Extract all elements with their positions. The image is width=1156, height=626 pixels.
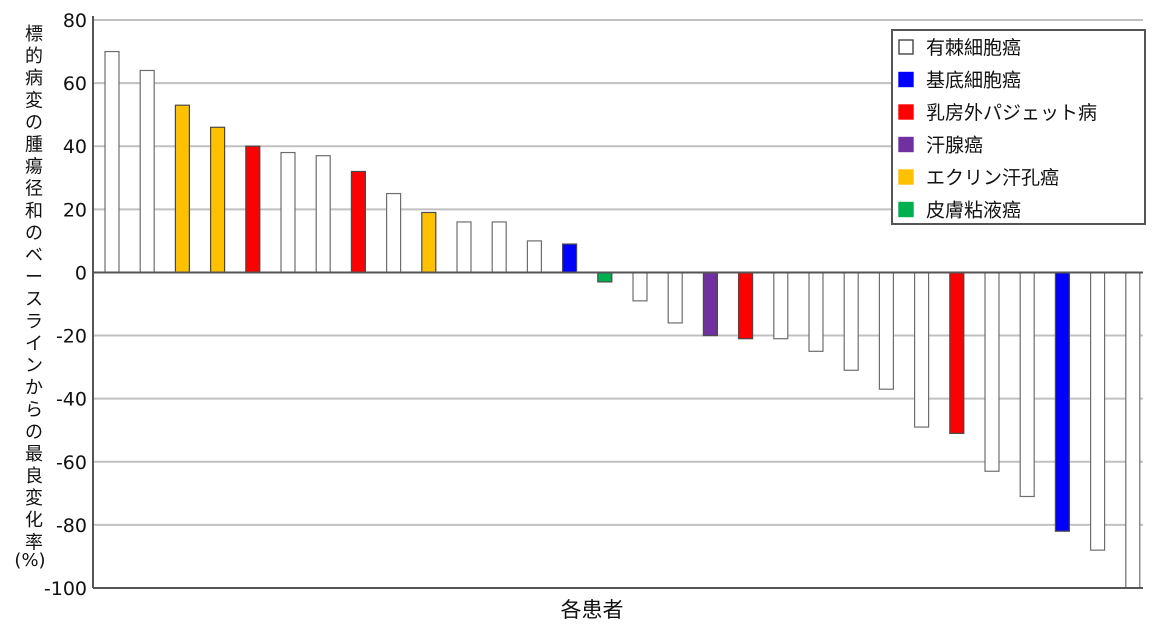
bar-17 [667, 271, 683, 324]
bar-1 [104, 50, 120, 274]
bar-19 [737, 271, 754, 340]
legend-label: エクリン汗孔癌 [926, 167, 1059, 189]
bar-2 [139, 69, 155, 274]
legend-swatch [898, 104, 914, 120]
bar-24 [913, 271, 930, 428]
bar-8 [350, 170, 366, 274]
legend-swatch [898, 169, 914, 185]
bar-9 [386, 192, 402, 274]
bar-18 [702, 271, 719, 337]
bar-3 [174, 104, 190, 274]
y-tick-label: 40 [63, 136, 87, 158]
bar-28 [1054, 271, 1071, 532]
y-tick-label: -40 [56, 389, 87, 411]
bar-27 [1019, 271, 1035, 498]
bar-16 [632, 271, 648, 302]
y-tick-label: -60 [56, 452, 87, 474]
bar-15 [597, 271, 613, 283]
bar-23 [878, 271, 895, 390]
legend-swatch [898, 201, 914, 218]
bar-22 [843, 271, 859, 371]
bars [104, 50, 1141, 589]
y-axis-title: 標的病変の腫瘍径和のベースラインからの最良変化率 [25, 24, 43, 553]
legend-swatch [898, 39, 914, 55]
x-axis-label: 各患者 [561, 598, 624, 622]
bar-29 [1089, 271, 1106, 551]
legend-swatch [898, 71, 914, 88]
y-tick-label: 80 [63, 10, 87, 32]
legend-box [891, 29, 1146, 225]
y-tick-label: -80 [56, 515, 87, 537]
legend-swatch [898, 136, 914, 153]
legend-label: 皮膚粘液癌 [926, 200, 1021, 222]
bar-21 [808, 271, 824, 352]
y-axis-unit: (%) [14, 550, 45, 571]
y-tick-label: -100 [44, 578, 87, 600]
bar-30 [1125, 271, 1141, 589]
y-tick-label: -20 [56, 326, 87, 348]
y-axis-label: 標的病変の腫瘍径和のベースラインからの最良変化率(%) [14, 24, 45, 571]
bar-10 [421, 211, 437, 274]
y-tick-label: 60 [63, 73, 87, 95]
legend-label: 乳房外パジェット病 [926, 102, 1097, 124]
bar-7 [315, 155, 331, 274]
bar-13 [526, 240, 543, 274]
bar-11 [456, 221, 472, 274]
bar-20 [773, 271, 789, 340]
y-tick-label: 20 [63, 199, 87, 221]
bar-4 [210, 126, 226, 274]
bar-6 [280, 151, 296, 274]
y-axis-ticks: 80 60 40 20 0 -20 -40 -60 -80 -100 [44, 10, 87, 600]
bar-5 [245, 145, 261, 274]
legend-label: 汗腺癌 [926, 135, 983, 157]
y-tick-label: 0 [75, 262, 87, 284]
axes [92, 16, 1143, 589]
legend-label: 基底細胞癌 [926, 70, 1021, 92]
bar-12 [491, 221, 507, 274]
bar-26 [984, 271, 1000, 472]
legend-label: 有棘細胞癌 [926, 37, 1021, 59]
bar-14 [561, 243, 578, 274]
bar-25 [949, 271, 965, 434]
